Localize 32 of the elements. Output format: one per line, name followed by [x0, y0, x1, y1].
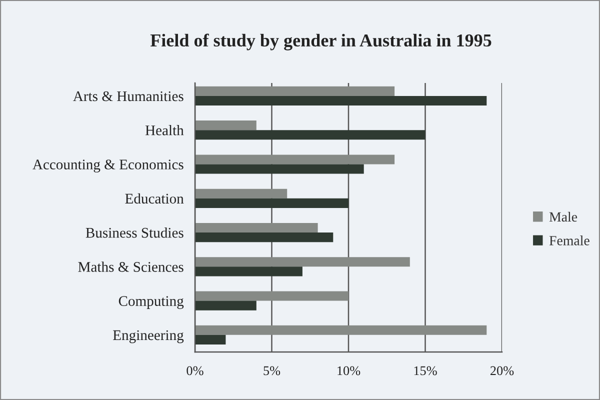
y-tick-label: Arts & Humanities: [73, 91, 184, 102]
x-tick-label: 5%: [264, 366, 280, 376]
y-tick-label: Business Studies: [86, 227, 184, 238]
x-tick-label: 0%: [186, 366, 204, 376]
bar: [195, 334, 226, 344]
y-tick-label: Engineering: [113, 330, 184, 344]
bar: [195, 300, 256, 310]
y-tick-label: Accounting & Economics: [32, 160, 184, 172]
x-tick-label: 10%: [338, 366, 360, 376]
legend-label: Female: [549, 236, 590, 246]
bar: [195, 232, 334, 242]
bar: [195, 222, 318, 233]
y-tick-label: Computing: [118, 296, 184, 309]
bar: [195, 120, 256, 130]
bar: [195, 96, 487, 106]
x-tick-label: 20%: [490, 366, 514, 376]
y-tick-label: Health: [145, 125, 184, 136]
legend-label: Male: [549, 212, 578, 222]
bar: [195, 198, 348, 208]
bar: [195, 291, 348, 301]
bar: [195, 266, 302, 276]
y-tick-label: Education: [125, 193, 184, 204]
bar: [195, 130, 426, 140]
bar: [195, 325, 487, 335]
bar: [195, 164, 364, 174]
x-tick-label: 15%: [414, 366, 437, 376]
y-tick-label: Maths & Sciences: [78, 262, 184, 272]
chart-title: Field of study by gender in Australia in 1995: [150, 34, 492, 50]
bar: [195, 257, 410, 267]
bar: [195, 154, 395, 164]
bar: [195, 188, 288, 198]
bar: [195, 86, 395, 96]
